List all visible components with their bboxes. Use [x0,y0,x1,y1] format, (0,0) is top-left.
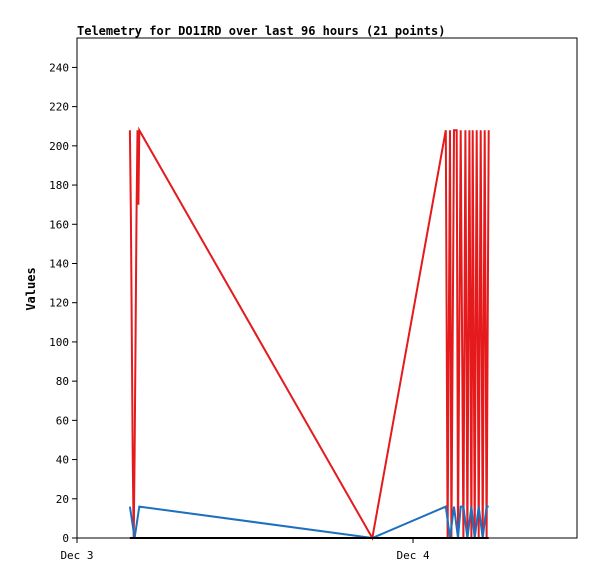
series-line-1 [128,126,490,541]
series-line-2 [128,505,489,540]
y-tick-label: 200 [49,140,69,153]
y-tick-label: 240 [49,61,69,74]
y-axis-title: Values [24,267,38,310]
y-tick-label: 60 [56,414,69,427]
x-tick-label: Dec 4 [396,549,429,562]
y-tick-label: 220 [49,101,69,114]
y-tick-label: 100 [49,336,69,349]
plot-area [76,37,578,539]
y-tick-label: 40 [56,454,69,467]
x-axis: Dec 3 Dec 4 [60,538,430,562]
x-tick-label: Dec 3 [60,549,93,562]
y-tick-label: 20 [56,493,69,506]
series-layer [128,126,490,541]
y-axis: 0 20 40 60 80 100 120 140 160 180 200 220 240 [49,61,77,545]
y-tick-label: 0 [62,532,69,545]
y-tick-label: 80 [56,375,69,388]
y-tick-label: 140 [49,257,69,270]
y-tick-label: 180 [49,179,69,192]
y-tick-label: 120 [49,297,69,310]
chart-title: Telemetry for DO1IRD over last 96 hours … [77,24,445,38]
y-tick-label: 160 [49,218,69,231]
